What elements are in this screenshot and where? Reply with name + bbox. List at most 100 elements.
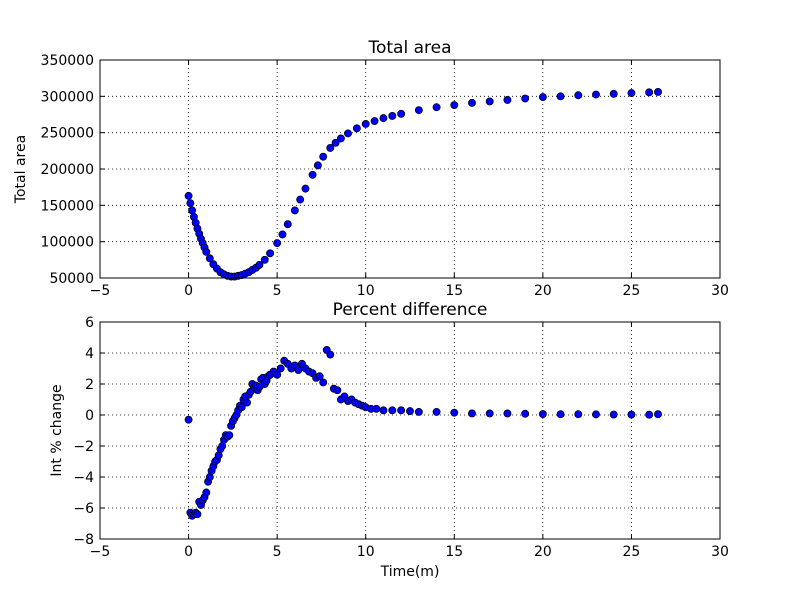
total-area-data-point <box>414 106 423 115</box>
percent-difference-xtick-label: 0 <box>184 544 193 560</box>
percent-difference-data-point <box>414 407 423 416</box>
percent-difference-data-point <box>184 415 193 424</box>
total-area-data-point <box>290 206 299 215</box>
percent-difference-data-point <box>468 409 476 418</box>
percent-difference-data-point <box>243 398 251 407</box>
total-area-data-point <box>313 161 322 170</box>
percent-difference-data-point <box>592 410 600 419</box>
total-area-xtick-label: 10 <box>357 283 375 299</box>
percent-difference-xtick-label: 10 <box>357 544 375 560</box>
percent-difference-data-point <box>521 409 530 418</box>
total-area-ytick-label: 300000 <box>41 89 94 105</box>
percent-difference-title: Percent difference <box>333 300 488 320</box>
percent-difference-data-point <box>397 406 406 415</box>
percent-difference-data-point <box>485 409 494 418</box>
percent-difference-xtick-label: −5 <box>90 544 111 560</box>
total-area-ytick-label: 350000 <box>41 53 94 69</box>
percent-difference-data-point <box>538 410 547 419</box>
total-area-xtick-label: 5 <box>273 283 282 299</box>
total-area-xtick-label: 15 <box>445 283 463 299</box>
total-area-data-point <box>521 94 530 103</box>
total-area-data-point <box>184 191 193 200</box>
total-area-data-point <box>361 119 370 128</box>
total-area-data-point <box>538 93 547 102</box>
total-area-data-point <box>205 254 214 263</box>
total-area-ytick-label: 200000 <box>41 162 94 178</box>
percent-difference-data-point <box>372 404 381 413</box>
percent-difference-points <box>184 345 662 520</box>
percent-difference-axes-frame <box>99 321 721 540</box>
percent-difference-data-point <box>645 410 654 419</box>
percent-difference-data-point <box>333 386 342 395</box>
total-area-ytick-label: 100000 <box>41 235 94 251</box>
percent-difference-data-point <box>556 410 565 419</box>
total-area-data-point <box>379 114 388 123</box>
total-area-xtick-label: 30 <box>711 283 729 299</box>
total-area-data-point <box>627 89 636 98</box>
total-area-ticks: −5 0 5 10 15 20 25 30 50000 100000 150000 200000 250… <box>41 53 729 299</box>
total-area-subplot: −5 0 5 10 15 20 25 30 50000 100000 150000 200000 250… <box>13 38 729 299</box>
total-area-data-point <box>186 199 195 208</box>
percent-difference-ytick-label: −6 <box>73 501 94 517</box>
total-area-data-point <box>301 184 310 193</box>
percent-difference-data-point <box>315 372 324 381</box>
total-area-ylabel: Total area <box>13 135 29 204</box>
percent-difference-xtick-label: 25 <box>623 544 641 560</box>
total-area-xtick-label: −5 <box>90 283 111 299</box>
total-area-data-point <box>188 206 197 215</box>
percent-difference-data-point <box>450 408 459 417</box>
percent-difference-xtick-label: 5 <box>273 544 282 560</box>
total-area-data-point <box>574 91 583 100</box>
total-area-data-point <box>202 247 211 256</box>
total-area-points <box>184 88 662 281</box>
percent-difference-xtick-label: 30 <box>711 544 729 560</box>
total-area-data-point <box>344 129 352 138</box>
percent-difference-data-point <box>193 510 202 519</box>
percent-difference-data-point <box>276 364 285 373</box>
percent-difference-data-point <box>273 370 282 379</box>
total-area-data-point <box>654 88 662 96</box>
percent-difference-ytick-label: −8 <box>73 532 94 548</box>
total-area-xtick-label: 20 <box>534 283 552 299</box>
percent-difference-ytick-label: 6 <box>85 315 94 331</box>
percent-difference-data-point <box>406 407 414 416</box>
percent-difference-ylabel: Int % change <box>49 384 65 476</box>
percent-difference-data-point <box>225 431 234 440</box>
total-area-data-point <box>609 89 618 98</box>
total-area-data-point <box>296 195 305 204</box>
total-area-data-point <box>278 230 287 239</box>
percent-difference-ytick-label: −4 <box>73 470 94 486</box>
percent-difference-data-point <box>237 403 246 412</box>
percent-difference-xtick-label: 20 <box>534 544 552 560</box>
percent-difference-data-point <box>319 378 328 387</box>
total-area-data-point <box>556 92 565 101</box>
total-area-data-point <box>503 96 512 104</box>
percent-difference-data-point <box>609 410 618 419</box>
total-area-data-point <box>336 134 345 143</box>
total-area-data-point <box>485 97 494 106</box>
total-area-ytick-label: 150000 <box>41 198 94 214</box>
percent-difference-ytick-label: 0 <box>85 408 94 424</box>
percent-difference-data-point <box>503 409 512 418</box>
total-area-data-point <box>432 103 441 112</box>
percent-difference-ytick-label: 4 <box>85 346 94 362</box>
total-area-data-point <box>450 101 459 110</box>
total-area-data-point <box>255 260 264 269</box>
total-area-data-point <box>397 109 406 118</box>
total-area-data-point <box>266 249 275 258</box>
total-area-data-point <box>326 143 335 152</box>
total-area-data-point <box>352 124 361 133</box>
total-area-title: Total area <box>367 38 451 58</box>
total-area-data-point <box>273 239 282 248</box>
percent-difference-xtick-label: 15 <box>445 544 463 560</box>
total-area-ytick-label: 50000 <box>49 271 94 287</box>
total-area-ytick-label: 250000 <box>41 126 94 142</box>
percent-difference-data-point <box>432 407 441 416</box>
total-area-data-point <box>308 170 317 179</box>
total-area-data-point <box>592 90 600 99</box>
percent-difference-ytick-label: −2 <box>73 439 94 455</box>
total-area-data-point <box>260 255 269 264</box>
total-area-data-point <box>388 112 397 120</box>
